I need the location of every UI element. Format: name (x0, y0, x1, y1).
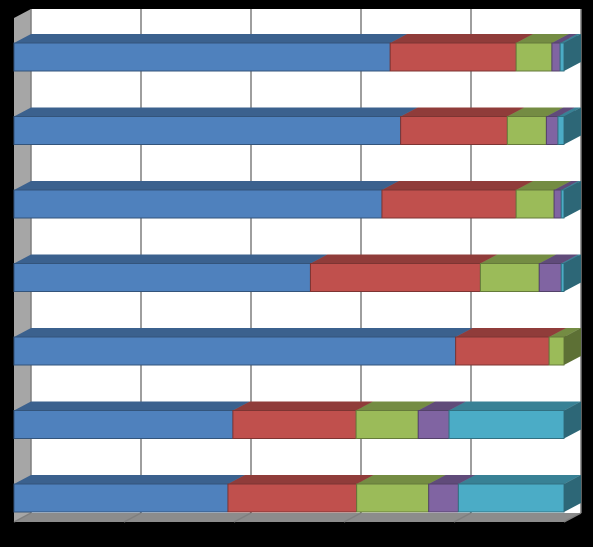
bar-segment (515, 42, 553, 72)
bar-segment (457, 483, 565, 513)
bar-segment (356, 483, 430, 513)
bar-segment-top (356, 401, 436, 411)
bar-segment-top (400, 107, 525, 117)
bar-segment-top (549, 328, 581, 337)
bar-segment-top (516, 34, 569, 43)
bar-segment (227, 483, 358, 513)
bar-segment-top (14, 181, 399, 190)
bar-segment-top (418, 401, 467, 411)
bar-segment-top (561, 254, 581, 264)
bar-segment-top (14, 34, 408, 43)
gridline-floor (343, 512, 362, 523)
bar-segment-top (554, 181, 579, 190)
bar-segment (559, 42, 565, 72)
bar-segment (13, 483, 229, 513)
bar-segment-top (455, 328, 567, 337)
bar-segment-top (551, 34, 578, 43)
plot-floor (14, 513, 581, 522)
bar-segment (515, 189, 555, 219)
bar-segment-top (507, 107, 564, 117)
bar-segment (428, 483, 459, 513)
bar-segment (506, 116, 547, 145)
bar-segment (381, 189, 517, 219)
bar-segment (545, 116, 559, 145)
bar-segment (13, 410, 234, 439)
bar-segment-top (458, 475, 581, 484)
bar-segment-side (564, 254, 581, 292)
bar-segment (13, 189, 383, 219)
bar-segment (548, 336, 565, 366)
bar-segment-top (428, 475, 476, 484)
gridline-floor (563, 512, 582, 523)
gridline-floor (453, 512, 472, 523)
bar-segment-top (381, 181, 534, 190)
bar-segment-top (539, 254, 579, 264)
bar-segment (560, 263, 565, 292)
bar-segment-side (564, 181, 581, 218)
bar-segment (13, 42, 391, 72)
gridline-floor (13, 512, 32, 523)
bar-segment-top (561, 181, 581, 190)
bar-segment-side (564, 475, 581, 512)
bar-segment-top (14, 475, 245, 484)
bar-segment (355, 410, 419, 439)
bar-segment (13, 116, 402, 145)
bar-segment (479, 263, 540, 292)
bar-segment-side (564, 328, 581, 365)
bar-segment-top (449, 401, 581, 411)
bar-segment-top (14, 328, 473, 337)
bar-segment (551, 42, 561, 72)
bar-segment (538, 263, 562, 292)
bar-segment (455, 336, 550, 366)
bar-segment-side (564, 107, 581, 145)
bar-segment-side (564, 401, 581, 439)
bar-segment-top (14, 107, 418, 117)
bar-segment (13, 263, 311, 292)
gridline-floor (233, 512, 252, 523)
bar-segment (13, 336, 457, 366)
bar-segment (309, 263, 481, 292)
bar-segment (389, 42, 517, 72)
gridline-floor (123, 512, 142, 523)
bar-segment-top (557, 107, 581, 117)
bar-segment (553, 189, 562, 219)
bar-segment (232, 410, 357, 439)
bar-segment-top (14, 401, 250, 411)
bar-segment-top (560, 34, 581, 43)
bar-segment-top (14, 254, 328, 264)
bar-segment-top (227, 475, 374, 484)
bar-segment-top (480, 254, 557, 264)
bar-segment (400, 116, 508, 145)
bar-segment (560, 189, 565, 219)
bar-segment-top (516, 181, 572, 190)
bar-segment (557, 116, 565, 145)
bar-segment-top (390, 34, 534, 43)
bar-segment-top (546, 107, 575, 117)
bar-segment (417, 410, 450, 439)
bar-segment-top (232, 401, 374, 411)
bar-segment-side (564, 34, 581, 71)
bar-segment-top (356, 475, 446, 484)
bar-segment-top (310, 254, 498, 264)
bar-segment (448, 410, 565, 439)
